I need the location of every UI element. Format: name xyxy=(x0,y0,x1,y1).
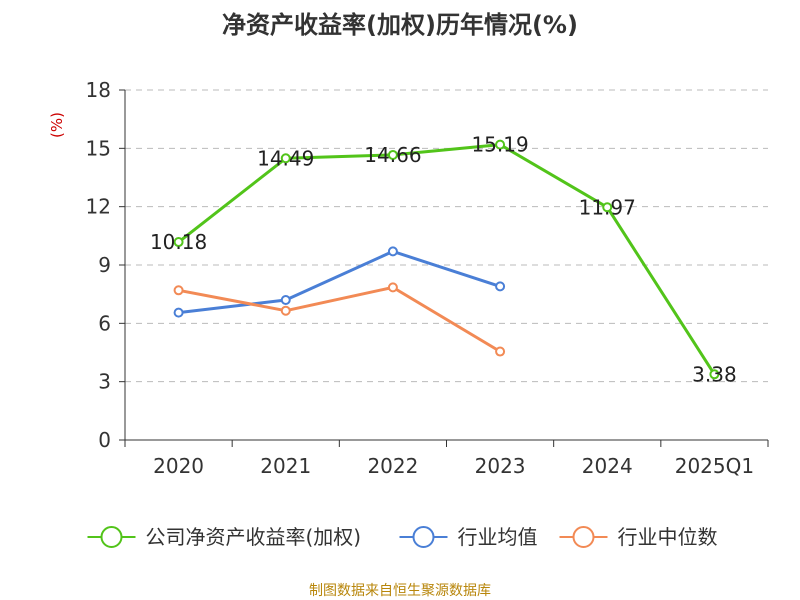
y-tick-label: 15 xyxy=(86,136,111,160)
data-point xyxy=(173,237,184,248)
x-tick-label: 2021 xyxy=(260,454,311,478)
data-label: 14.66 xyxy=(364,143,421,167)
series-line-1 xyxy=(178,249,501,315)
y-tick-label: 3 xyxy=(98,370,111,394)
data-point xyxy=(495,139,506,150)
legend-swatch-marker xyxy=(572,526,595,548)
series-lines xyxy=(173,139,720,380)
data-point xyxy=(387,149,398,160)
data-point xyxy=(280,295,291,305)
series-line-2 xyxy=(178,285,501,353)
series-line-0 xyxy=(177,143,716,376)
data-label: 3.38 xyxy=(692,362,737,386)
x-tick-label: 2023 xyxy=(475,454,526,478)
data-point xyxy=(173,285,184,296)
data-label: 15.19 xyxy=(471,133,528,157)
y-tick-label: 6 xyxy=(98,311,111,335)
data-point xyxy=(280,153,291,164)
legend-item: 公司净资产收益率(加权) xyxy=(87,525,362,549)
x-tick-label: 2022 xyxy=(367,454,418,478)
data-point xyxy=(495,346,506,357)
data-label: 14.49 xyxy=(257,146,314,170)
legend: 公司净资产收益率(加权) 行业均值 行业中位数 xyxy=(87,525,718,549)
y-tick-label: 9 xyxy=(98,253,111,277)
data-point xyxy=(602,202,613,213)
data-point xyxy=(495,281,506,292)
data-point xyxy=(280,305,291,316)
data-labels: 10.18 14.49 14.66 15.19 11.97 3.38 xyxy=(150,133,737,387)
source-note: 制图数据来自恒生聚源数据库 xyxy=(309,583,491,599)
legend-item: 行业中位数 xyxy=(559,525,718,549)
data-point xyxy=(387,282,398,293)
data-point xyxy=(173,307,184,318)
legend-label: 行业均值 xyxy=(458,525,538,549)
y-tick-label: 0 xyxy=(98,428,111,452)
legend-swatch-marker xyxy=(412,526,435,548)
x-tick-label: 2020 xyxy=(153,454,204,478)
axes: 0 3 6 9 12 15 18 2020 2021 2022 2023 2024 2025Q1 xyxy=(86,78,769,478)
data-point xyxy=(387,246,398,257)
legend-label: 行业中位数 xyxy=(618,525,718,549)
x-tick-label: 2024 xyxy=(582,454,633,478)
y-tick-label: 12 xyxy=(86,195,111,219)
legend-swatch-marker xyxy=(100,526,123,548)
data-label: 11.97 xyxy=(579,195,636,219)
data-label: 10.18 xyxy=(150,230,207,254)
legend-item: 行业均值 xyxy=(399,525,538,549)
grid-lines xyxy=(125,89,768,383)
data-point xyxy=(709,369,720,380)
chart-title: 净资产收益率(加权)历年情况(%) xyxy=(222,11,578,39)
y-tick-label: 18 xyxy=(86,78,111,102)
legend-label: 公司净资产收益率(加权) xyxy=(146,525,362,549)
x-tick-label: 2025Q1 xyxy=(675,454,754,478)
y-unit-label: (%) xyxy=(48,112,66,138)
